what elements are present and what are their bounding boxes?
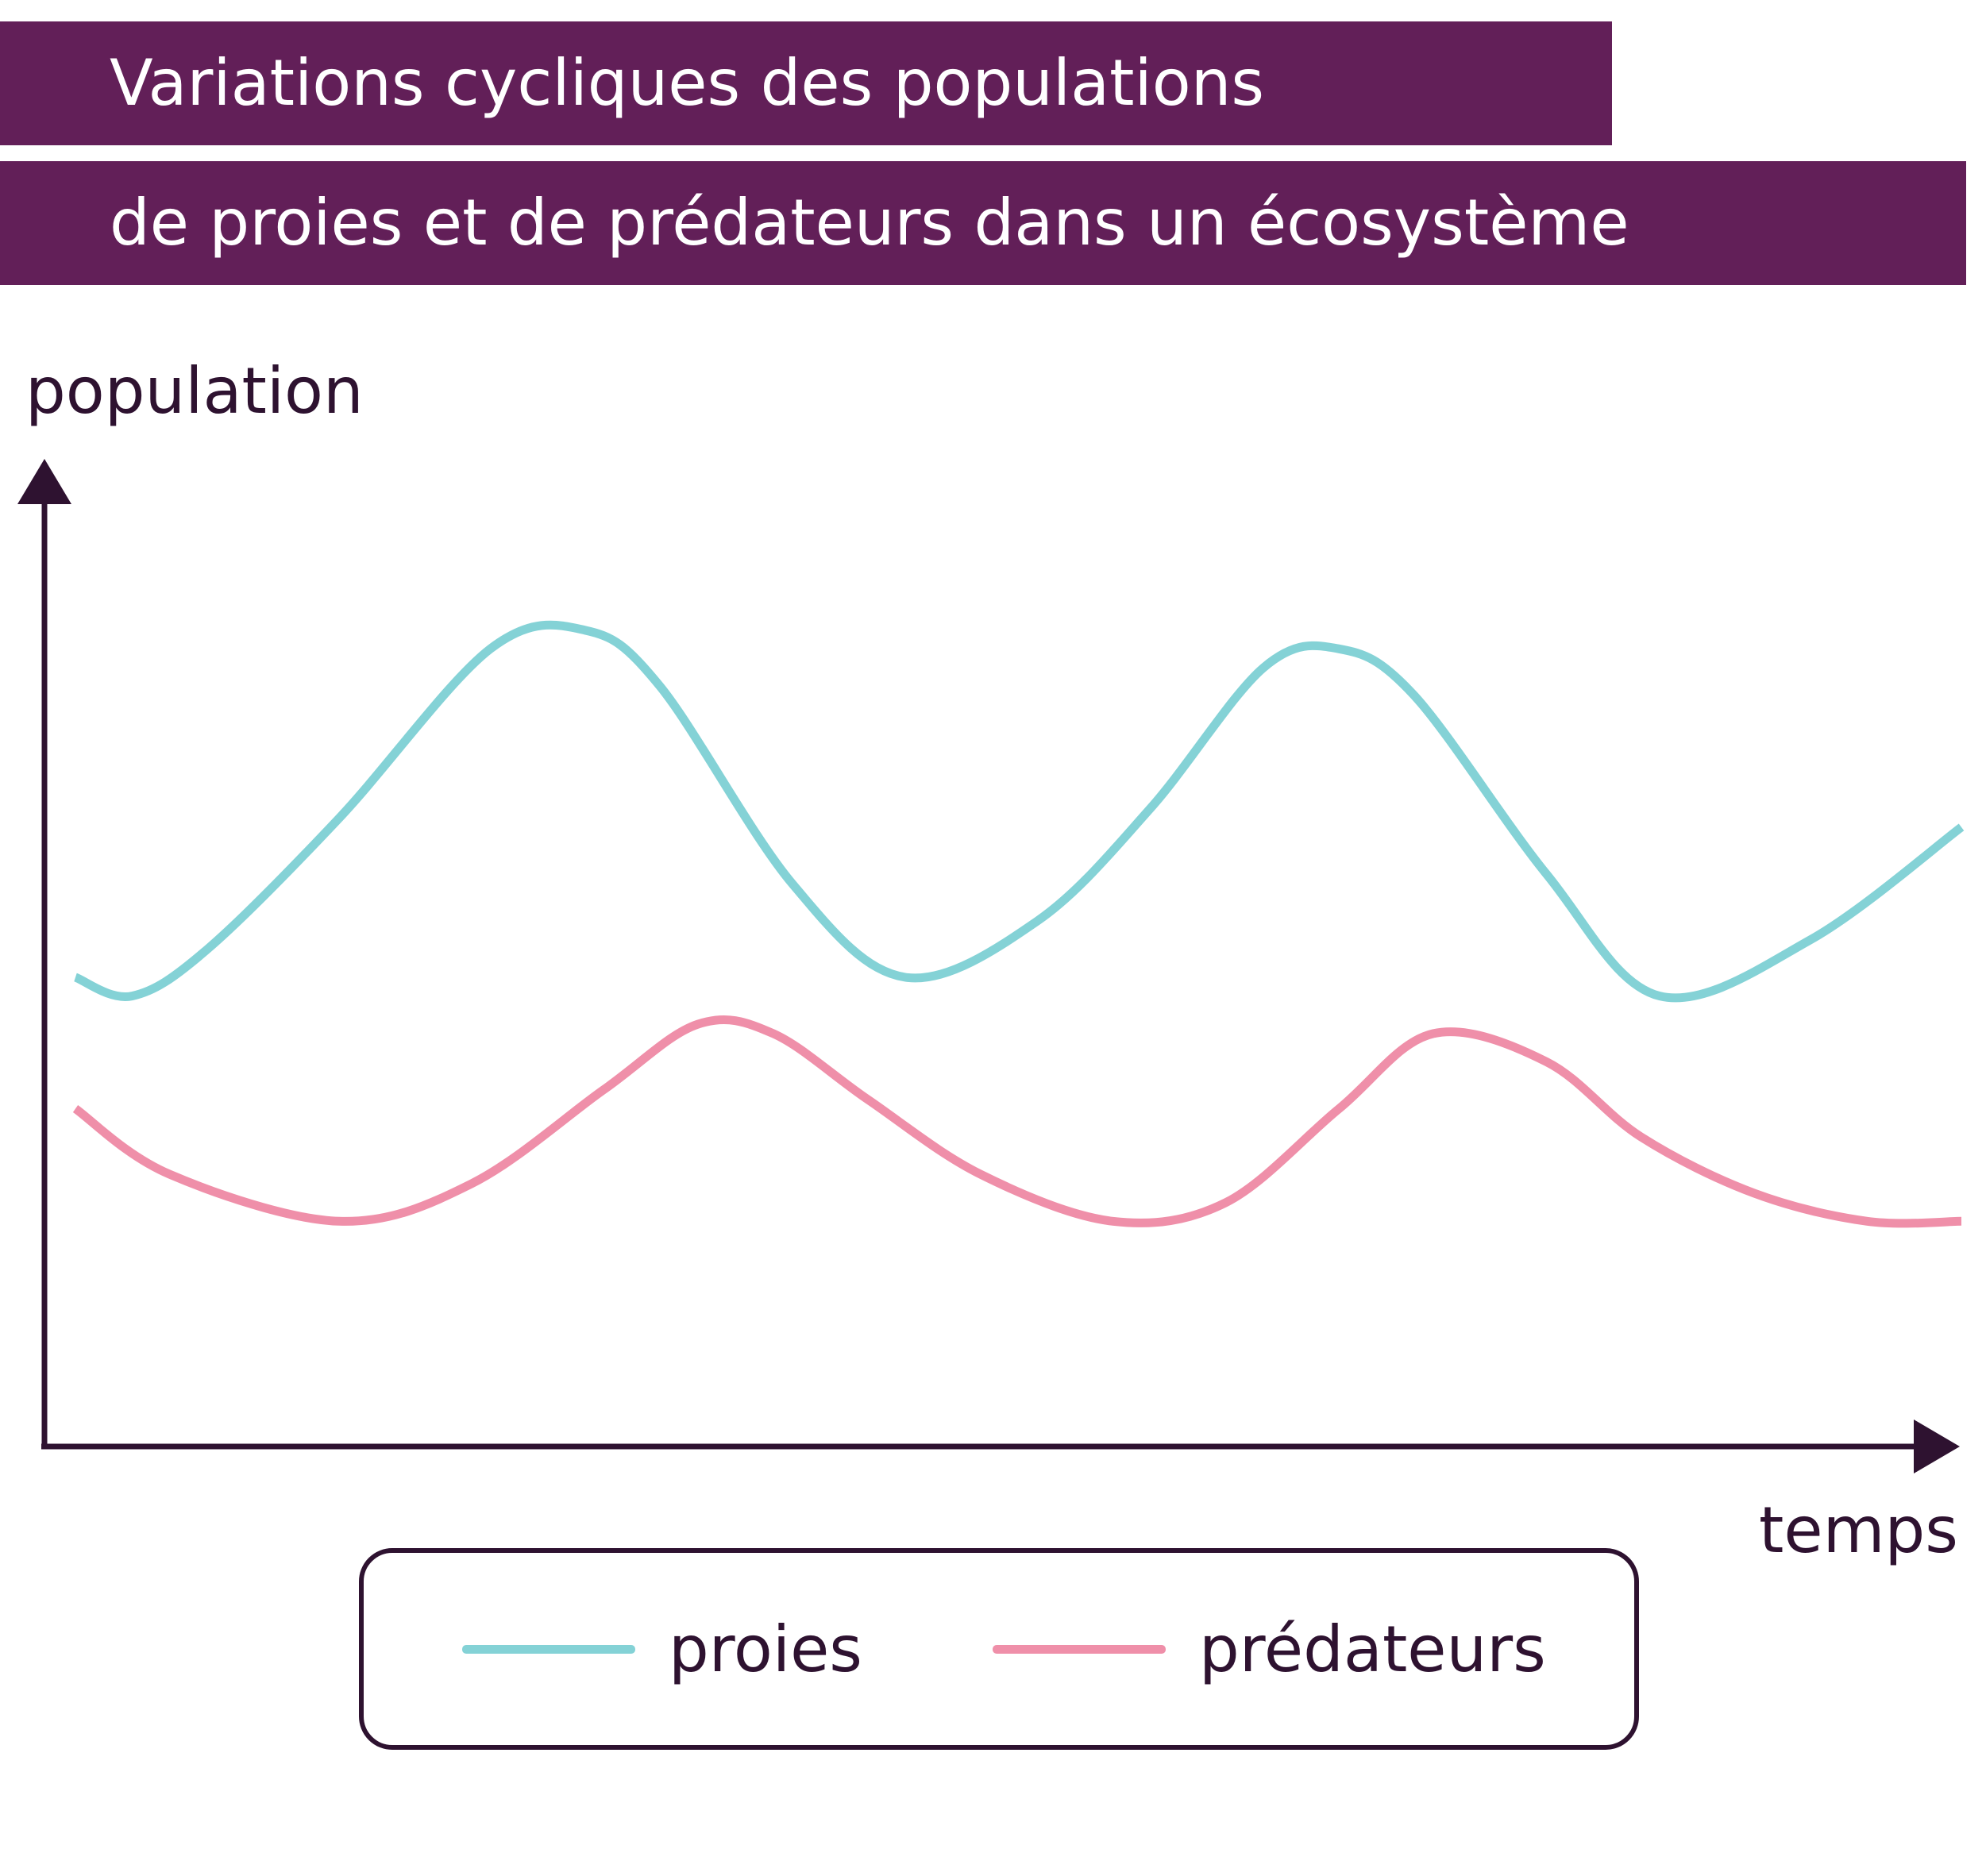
y-axis-label: population — [25, 354, 364, 428]
legend-swatch-predateurs — [993, 1644, 1166, 1654]
legend: proies prédateurs — [359, 1548, 1639, 1750]
title-line-1: Variations cycliques des populations — [0, 21, 1612, 145]
series-line-predateurs — [72, 1015, 1962, 1228]
x-axis-arrow-icon — [1914, 1420, 1960, 1473]
legend-swatch-proies — [462, 1644, 635, 1654]
y-axis-arrow-icon — [17, 459, 71, 504]
legend-label-proies: proies — [669, 1612, 862, 1686]
legend-item-proies: proies — [462, 1553, 862, 1745]
title-line-1-text: Variations cycliques des populations — [110, 46, 1265, 120]
title-line-2: de proies et de prédateurs dans un écosy… — [0, 161, 1966, 285]
series-layer — [72, 620, 1965, 1228]
legend-item-predateurs: prédateurs — [993, 1553, 1546, 1745]
title-line-2-text: de proies et de prédateurs dans un écosy… — [110, 186, 1629, 260]
legend-label-predateurs: prédateurs — [1199, 1612, 1546, 1686]
series-line-proies — [73, 620, 1965, 1003]
x-axis-label: temps — [1759, 1493, 1958, 1567]
